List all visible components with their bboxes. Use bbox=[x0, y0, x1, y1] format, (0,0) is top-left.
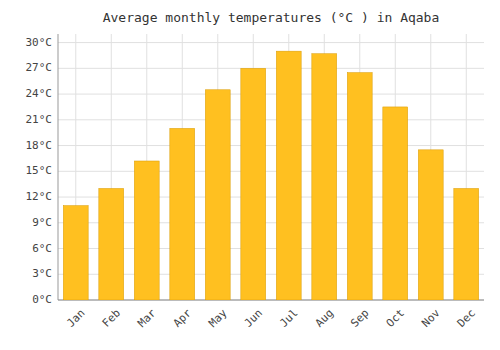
y-grid-line bbox=[58, 42, 484, 43]
x-tick-label: Sep bbox=[348, 307, 371, 330]
bar bbox=[454, 188, 479, 300]
y-tick-label: 0°C bbox=[32, 293, 52, 306]
y-grid-line bbox=[58, 145, 484, 146]
bar bbox=[347, 73, 372, 300]
chart: 0°C 3°C 6°C 9°C 12°C 15°C 18°C 21°C 24°C 27°C 30°C… bbox=[0, 0, 500, 350]
bar bbox=[134, 161, 159, 300]
title: Average monthly temperatures (°C ) in Aq… bbox=[103, 10, 440, 25]
x-tick-label: Nov bbox=[419, 306, 443, 330]
x-tick-label: Apr bbox=[171, 306, 195, 330]
y-tick-label: 30°C bbox=[26, 36, 53, 49]
bars bbox=[63, 51, 478, 300]
y-tick-label: 24°C bbox=[26, 87, 53, 100]
x-tick-label: Oct bbox=[384, 307, 407, 330]
y-tick-label: 3°C bbox=[32, 267, 52, 280]
bar bbox=[383, 107, 408, 300]
x-tick-label: Jan bbox=[64, 307, 87, 330]
bar bbox=[63, 206, 88, 300]
bar bbox=[276, 51, 301, 300]
y-grid-line bbox=[58, 119, 484, 120]
chart-container: 0°C 3°C 6°C 9°C 12°C 15°C 18°C 21°C 24°C 27°C 30°C… bbox=[0, 0, 500, 350]
bar bbox=[205, 90, 230, 300]
axes: 0°C 3°C 6°C 9°C 12°C 15°C 18°C 21°C 24°C 27°C 30°C… bbox=[26, 34, 485, 330]
bar bbox=[241, 68, 266, 300]
x-tick-label: Mar bbox=[135, 306, 159, 330]
x-tick-label: Feb bbox=[100, 307, 123, 330]
x-tick-label: May bbox=[206, 306, 230, 330]
grid bbox=[58, 34, 484, 300]
y-axis-line bbox=[58, 34, 59, 300]
bar bbox=[312, 54, 337, 300]
y-tick-label: 6°C bbox=[32, 242, 52, 255]
y-grid-line bbox=[58, 68, 484, 69]
bar bbox=[99, 188, 124, 300]
y-tick-label: 21°C bbox=[26, 113, 53, 126]
y-tick-label: 12°C bbox=[26, 190, 53, 203]
x-tick-label: Aug bbox=[313, 307, 336, 330]
bar bbox=[170, 128, 195, 300]
x-tick-label: Jun bbox=[242, 307, 265, 330]
y-tick-label: 9°C bbox=[32, 216, 52, 229]
x-tick-label: Jul bbox=[277, 307, 300, 330]
y-grid-line bbox=[58, 94, 484, 95]
y-tick-label: 27°C bbox=[26, 61, 53, 74]
x-tick-label: Dec bbox=[455, 307, 478, 330]
y-tick-label: 18°C bbox=[26, 139, 53, 152]
y-tick-label: 15°C bbox=[26, 164, 53, 177]
bar bbox=[418, 150, 443, 300]
